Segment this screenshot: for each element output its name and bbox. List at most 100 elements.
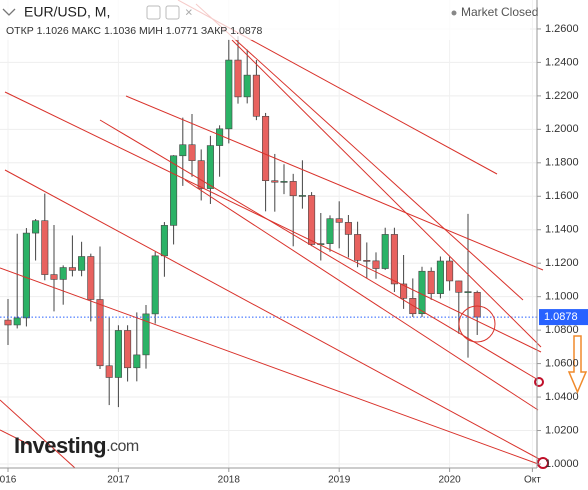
x-tick-label: 2019 bbox=[328, 475, 351, 486]
candle-body bbox=[455, 280, 463, 293]
candle-body bbox=[280, 181, 288, 183]
candle-body bbox=[308, 195, 316, 245]
trend-line bbox=[99, 119, 541, 382]
ohlc-value: 1.0878 bbox=[230, 25, 262, 37]
candle-body bbox=[114, 330, 122, 378]
candle-body bbox=[400, 283, 408, 299]
candle-body bbox=[87, 256, 95, 300]
marker bbox=[534, 377, 544, 387]
price-label: 1.0878 bbox=[544, 311, 578, 323]
candle-body bbox=[372, 260, 380, 269]
candle-body bbox=[22, 232, 30, 319]
x-tick-label: 2020 bbox=[438, 475, 461, 486]
x-tick-label: 016 bbox=[0, 475, 17, 486]
candle-body bbox=[289, 181, 297, 197]
candle-body bbox=[206, 145, 214, 189]
candle-body bbox=[390, 234, 398, 285]
trend-line bbox=[0, 429, 31, 446]
candle-body bbox=[262, 115, 270, 182]
candle-body bbox=[427, 270, 435, 294]
ohlc-value: 1.0771 bbox=[166, 25, 198, 37]
candle-body bbox=[418, 270, 426, 315]
watermark-brand: Investing bbox=[14, 433, 106, 458]
candle-body bbox=[436, 260, 444, 294]
y-tick-label: 1.0600 bbox=[545, 357, 579, 369]
ohlc-value: 1.1036 bbox=[104, 25, 136, 37]
y-tick-label: 1.2600 bbox=[545, 23, 579, 35]
down-arrow bbox=[567, 335, 588, 394]
trend-line bbox=[231, 39, 542, 348]
candle-body bbox=[151, 255, 159, 315]
candle-body bbox=[78, 256, 86, 271]
candle-body bbox=[32, 220, 40, 234]
trend-line bbox=[4, 91, 542, 353]
trend-line bbox=[125, 95, 544, 271]
x-tick-label: 2018 bbox=[218, 475, 241, 486]
status-dot bbox=[451, 10, 457, 16]
settings-icon[interactable] bbox=[146, 5, 161, 20]
candle-body bbox=[197, 160, 205, 189]
trend-line bbox=[195, 3, 524, 301]
candle-body bbox=[464, 291, 472, 293]
ohlc-label: МАКС bbox=[72, 25, 102, 37]
watermark: Investing.com bbox=[14, 433, 139, 458]
axes: 1.0000 1.0200 1.0400 1.0600 1.0800 1.1000 1.12… bbox=[0, 23, 588, 486]
marker bbox=[537, 457, 549, 469]
instrument-title: EUR/USD, M, bbox=[24, 4, 110, 20]
header-bg bbox=[0, 0, 530, 40]
candle-body bbox=[59, 267, 67, 280]
candle-body bbox=[473, 292, 481, 318]
candle-body bbox=[170, 155, 178, 226]
ohlc-label: ЗАКР bbox=[201, 25, 227, 37]
ohlc-label: ОТКР bbox=[6, 25, 34, 37]
candle-body bbox=[271, 180, 279, 183]
candle-body bbox=[133, 354, 141, 369]
visibility-icon[interactable] bbox=[165, 5, 180, 20]
candle-body bbox=[335, 218, 343, 223]
y-tick-label: 1.2000 bbox=[545, 123, 579, 135]
y-tick-label: 1.1800 bbox=[545, 157, 579, 169]
candle-body bbox=[96, 299, 104, 367]
ohlc-readout: ОТКР 1.1026 МАКС 1.1036 МИН 1.0771 ЗАКР … bbox=[6, 25, 263, 37]
trend-line bbox=[4, 169, 542, 461]
trend-line bbox=[0, 267, 542, 466]
y-tick-label: 1.2400 bbox=[545, 56, 579, 68]
candle-body bbox=[234, 59, 242, 98]
x-tick-label: 2017 bbox=[107, 475, 130, 486]
candle-body bbox=[160, 225, 168, 257]
ohlc-value: 1.1026 bbox=[37, 25, 69, 37]
candle-body bbox=[142, 313, 150, 356]
candle-body bbox=[50, 274, 58, 280]
highlight-circle bbox=[458, 305, 496, 343]
y-tick-label: 1.0200 bbox=[545, 424, 579, 436]
ohlc-label: МИН bbox=[139, 25, 163, 37]
y-tick-label: 1.0000 bbox=[545, 458, 579, 470]
candle-body bbox=[225, 59, 233, 130]
candle-body bbox=[252, 74, 260, 117]
candle-body bbox=[381, 234, 389, 269]
candle-body bbox=[446, 260, 454, 282]
y-tick-label: 1.1200 bbox=[545, 257, 579, 269]
market-status: Market Closed bbox=[461, 5, 538, 19]
candle-body bbox=[124, 330, 132, 369]
y-tick-label: 1.0800 bbox=[545, 324, 579, 336]
candle-body bbox=[4, 319, 12, 326]
candle-body bbox=[216, 128, 224, 146]
candle-body bbox=[188, 144, 196, 161]
y-tick-label: 1.1600 bbox=[545, 190, 579, 202]
y-tick-label: 1.0400 bbox=[545, 391, 579, 403]
close-icon[interactable]: × bbox=[185, 4, 193, 19]
trend-line bbox=[184, 179, 539, 411]
watermark-suffix: .com bbox=[106, 438, 139, 455]
candle-body bbox=[344, 222, 352, 235]
candle-body bbox=[41, 220, 49, 275]
candle-body bbox=[298, 195, 306, 197]
trend-lines bbox=[0, 0, 588, 469]
candle-body bbox=[179, 144, 187, 157]
candle-body bbox=[354, 234, 362, 261]
trend-line bbox=[0, 399, 76, 469]
candle-body bbox=[363, 260, 371, 262]
y-tick-label: 1.1000 bbox=[545, 291, 579, 303]
collapse-icon[interactable] bbox=[2, 8, 16, 16]
